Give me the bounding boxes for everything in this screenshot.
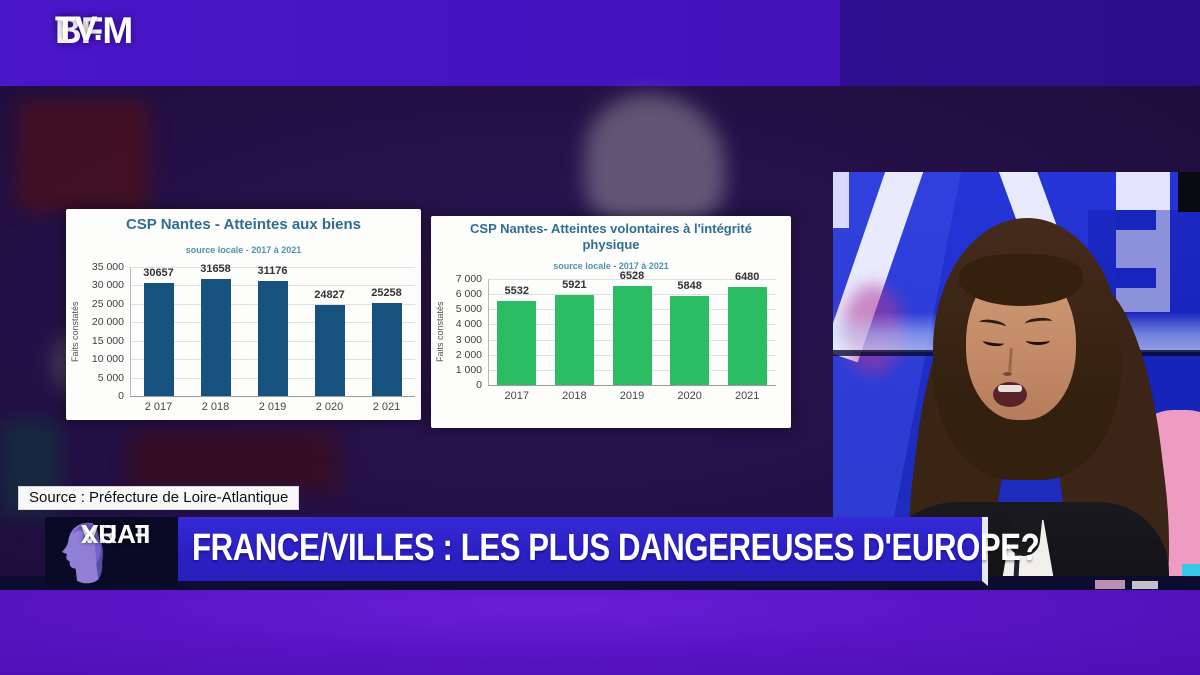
y-tick-label: 20 000 [91, 316, 124, 329]
chart-subtitle: source locale - 2017 à 2021 [185, 245, 302, 255]
backdrop-letter-notch [1116, 210, 1156, 230]
bar [257, 281, 288, 396]
top-band-shade [840, 0, 1200, 86]
y-tick-label: 2 000 [455, 348, 482, 361]
backdrop-letter-notch [1116, 268, 1156, 288]
x-tick-label: 2020 [677, 390, 702, 402]
y-tick-label: 0 [476, 379, 482, 391]
x-tick-label: 2018 [562, 390, 587, 402]
x-tick-label: 2017 [504, 390, 530, 402]
bar [497, 301, 537, 385]
gridline [130, 396, 415, 397]
bar-value-label: 5921 [562, 279, 587, 292]
bar [670, 296, 710, 385]
y-tick-label: 3 000 [455, 333, 482, 346]
bfm-logo-line2: TV. [55, 10, 103, 48]
bfm-logo-line1: BFM [55, 10, 133, 51]
bar [554, 295, 594, 385]
chart-title: CSP Nantes - Atteintes aux biens [125, 216, 362, 233]
x-tick-label: 2019 [619, 390, 645, 402]
x-tick-label: 2021 [734, 390, 760, 402]
x-tick-label: 2 017 [144, 401, 173, 413]
top-band [0, 0, 1200, 86]
bar [371, 302, 402, 396]
gridline [488, 385, 776, 386]
desk-blur-fragment [1132, 581, 1158, 589]
marianne-head-icon [61, 522, 103, 584]
backdrop-letter-e-fragment [1116, 172, 1170, 312]
bar-value-label: 31658 [200, 263, 231, 276]
desk-blur-fragment [1095, 580, 1125, 589]
vrai-text: VRAI [81, 519, 144, 549]
bar-value-label: 25258 [371, 286, 402, 299]
y-tick-label: 35 000 [91, 261, 124, 273]
y-tick-label: 5 000 [97, 371, 124, 384]
gridline [488, 279, 776, 280]
x-tick-label: 2 019 [258, 401, 287, 413]
presenter-nostril [1003, 372, 1012, 376]
bar [314, 304, 345, 396]
bar [612, 286, 652, 385]
chart-title: CSP Nantes- Atteintes volontaires à l'in… [470, 221, 752, 252]
chart-atteintes-integrite-physique: CSP Nantes- Atteintes volontaires à l'in… [431, 216, 791, 428]
y-tick-label: 7 000 [455, 273, 482, 285]
backdrop-letter-fragment [833, 172, 849, 228]
y-tick-label: 5 000 [455, 303, 482, 316]
vrai-faux-program-logo: VRAI FAUX [45, 517, 178, 586]
y-tick-label: 6 000 [455, 288, 482, 301]
presenter-eye [1026, 336, 1050, 345]
headline-text: FRANCE/VILLES : LES PLUS DANGEREUSES D'E… [192, 527, 1040, 569]
faux-text-mirrored: FAUX [81, 519, 151, 549]
source-label: Source : Préfecture de Loire-Atlantique [18, 486, 300, 510]
bar-value-label: 6480 [734, 270, 760, 283]
x-tick-label: 2 018 [201, 401, 230, 413]
gridline [130, 267, 415, 268]
bar-value-label: 5848 [677, 280, 702, 293]
studio-desk [0, 590, 1200, 675]
x-tick-label: 2 021 [372, 401, 401, 413]
y-tick-label: 1 000 [455, 363, 482, 376]
y-tick-label: 15 000 [91, 334, 124, 347]
y-axis-line [130, 267, 131, 396]
bar-value-label: 31176 [257, 265, 288, 278]
chart-subtitle: source locale - 2017 à 2021 [553, 261, 669, 271]
presenter-teeth [998, 385, 1022, 392]
x-tick-label: 2 020 [315, 401, 344, 413]
y-tick-label: 30 000 [91, 279, 124, 292]
bar-value-label: 5532 [504, 285, 530, 298]
y-tick-label: 4 000 [455, 318, 482, 331]
bar-value-label: 30657 [143, 267, 174, 279]
bar-value-label: 6528 [619, 270, 645, 283]
bar [727, 286, 767, 385]
bfm-tv-logo: BFM TV. [55, 10, 185, 84]
chart-atteintes-aux-biens: CSP Nantes - Atteintes aux biens source … [66, 209, 421, 420]
bar-value-label: 24827 [314, 288, 345, 301]
bar [143, 283, 174, 396]
y-axis-line [488, 279, 489, 385]
blurred-foreground-figure [585, 94, 725, 224]
blurred-red-prop [16, 100, 151, 212]
headline-banner: FRANCE/VILLES : LES PLUS DANGEREUSES D'E… [178, 517, 1040, 586]
blurred-maroon-prop [130, 431, 340, 491]
backdrop-black-corner [1178, 172, 1200, 212]
bar [200, 279, 231, 396]
y-tick-label: 25 000 [91, 297, 124, 310]
presenter-hairline [959, 254, 1083, 306]
y-tick-label: 0 [118, 390, 124, 402]
y-tick-label: 10 000 [91, 353, 124, 366]
